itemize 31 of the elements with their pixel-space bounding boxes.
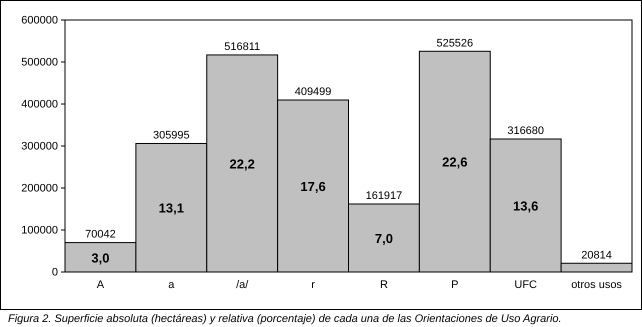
annotation: 13,1 — [158, 200, 184, 216]
annotation: 22,2 — [230, 156, 255, 172]
x-tick-label: otros usos — [571, 279, 622, 292]
annotation: 7,0 — [374, 230, 393, 246]
y-tick-label: 500000 — [21, 56, 58, 69]
data-label: 316680 — [507, 124, 544, 137]
data-label: 161917 — [366, 190, 402, 202]
data-label: 409499 — [294, 86, 332, 98]
annotation: 17,6 — [300, 179, 326, 194]
data-label: 305995 — [152, 129, 190, 142]
y-tick-label: 0 — [52, 266, 58, 279]
x-tick-label: r — [311, 279, 316, 292]
data-label: 70042 — [85, 228, 116, 241]
data-label: 525526 — [436, 37, 474, 50]
y-tick-label: 300000 — [21, 140, 58, 153]
data-label: 516811 — [224, 40, 260, 53]
y-tick-label: 400000 — [21, 98, 58, 111]
annotation: 22,6 — [442, 154, 468, 170]
x-tick-label: UFC — [514, 279, 538, 292]
x-tick-label: A — [96, 279, 105, 292]
data-label: 20814 — [581, 249, 612, 262]
x-tick-label: R — [380, 279, 388, 292]
annotation: 3,0 — [91, 250, 110, 266]
x-tick-label: P — [451, 279, 458, 292]
x-tick-label: a — [168, 279, 176, 292]
y-tick-label: 100000 — [21, 224, 58, 237]
text: Figura 2. Superficie absoluta (hectáreas) y relativa (porcentaje) de cada una de las Orientaciones de Uso Agrario. — [8, 313, 562, 325]
annotation: 13,6 — [513, 198, 538, 214]
x-tick-label: /a/ — [236, 279, 250, 292]
y-tick-label: 600000 — [21, 14, 58, 27]
y-tick-label: 200000 — [21, 182, 58, 195]
